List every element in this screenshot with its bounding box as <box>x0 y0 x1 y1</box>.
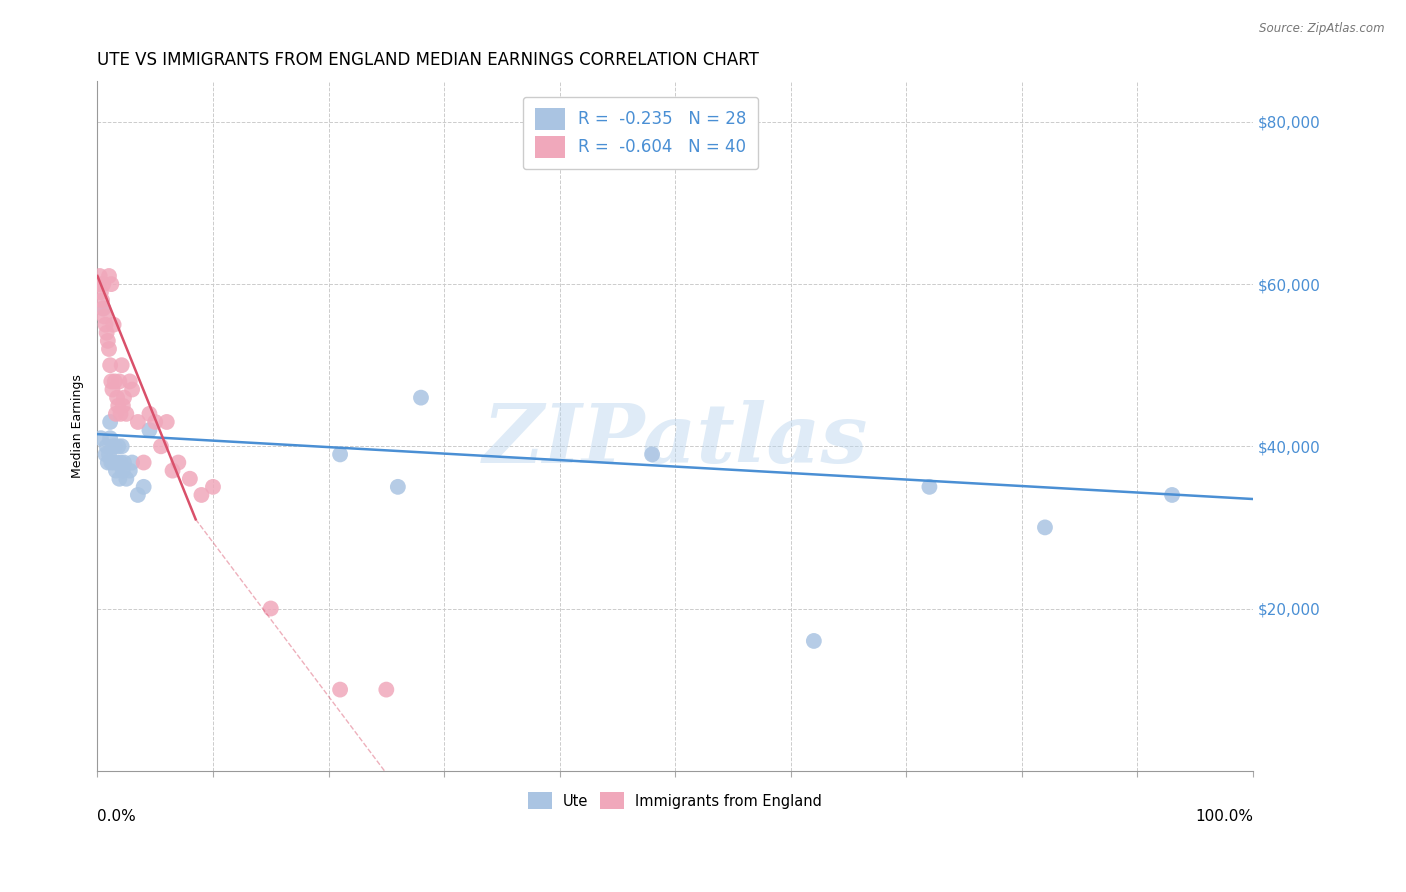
Point <box>110 407 132 421</box>
Point <box>94 447 117 461</box>
Point <box>201 480 224 494</box>
Point <box>112 456 135 470</box>
Point <box>167 456 190 470</box>
Point <box>90 431 112 445</box>
Point <box>101 383 124 397</box>
Point <box>121 383 143 397</box>
Point <box>96 326 118 340</box>
Point <box>127 488 149 502</box>
Point <box>121 456 143 470</box>
Point <box>260 601 283 615</box>
Point <box>118 375 141 389</box>
Point <box>111 464 134 478</box>
Text: ZIPatlas: ZIPatlas <box>482 400 868 480</box>
Point <box>409 391 432 405</box>
Point <box>98 358 121 372</box>
Point <box>138 407 160 421</box>
Point <box>108 472 131 486</box>
Point <box>104 464 127 478</box>
Point <box>111 399 134 413</box>
Point <box>156 415 179 429</box>
Point <box>97 456 120 470</box>
Point <box>98 447 121 461</box>
Point <box>97 334 120 348</box>
Point <box>98 431 121 445</box>
Point <box>112 391 135 405</box>
Point <box>118 464 141 478</box>
Y-axis label: Median Earnings: Median Earnings <box>72 374 84 478</box>
Text: UTE VS IMMIGRANTS FROM ENGLAND MEDIAN EARNINGS CORRELATION CHART: UTE VS IMMIGRANTS FROM ENGLAND MEDIAN EA… <box>97 51 759 69</box>
Point <box>190 488 212 502</box>
Point <box>179 472 201 486</box>
Point <box>91 277 114 291</box>
Point <box>98 268 121 283</box>
Point <box>98 342 121 356</box>
Point <box>803 634 825 648</box>
Point <box>98 415 121 429</box>
Point <box>91 301 114 316</box>
Point <box>108 375 131 389</box>
Point <box>104 375 127 389</box>
Point <box>918 480 941 494</box>
Point <box>107 439 129 453</box>
Point <box>100 456 122 470</box>
Point <box>96 439 118 453</box>
Point <box>103 456 125 470</box>
Point <box>127 415 149 429</box>
Point <box>162 464 184 478</box>
Point <box>132 456 155 470</box>
Text: 100.0%: 100.0% <box>1195 809 1253 823</box>
Point <box>143 415 166 429</box>
Point <box>93 310 115 324</box>
Point <box>115 407 138 421</box>
Point <box>110 456 132 470</box>
Point <box>329 447 352 461</box>
Point <box>132 480 155 494</box>
Point <box>100 277 122 291</box>
Point <box>115 472 138 486</box>
Point <box>375 682 398 697</box>
Point <box>387 480 409 494</box>
Point <box>90 285 112 300</box>
Point <box>111 358 134 372</box>
Point <box>105 456 128 470</box>
Point <box>1161 488 1184 502</box>
Point <box>104 407 127 421</box>
Point <box>91 293 114 308</box>
Point <box>87 277 110 291</box>
Point <box>94 318 117 332</box>
Point <box>91 301 114 316</box>
Text: Source: ZipAtlas.com: Source: ZipAtlas.com <box>1260 22 1385 36</box>
Point <box>103 318 125 332</box>
Legend: Ute, Immigrants from England: Ute, Immigrants from England <box>523 787 828 815</box>
Point <box>329 682 352 697</box>
Point <box>101 439 124 453</box>
Point <box>105 391 128 405</box>
Point <box>104 439 127 453</box>
Point <box>641 447 664 461</box>
Point <box>111 439 134 453</box>
Point <box>138 423 160 437</box>
Point <box>1033 520 1056 534</box>
Text: 0.0%: 0.0% <box>97 809 136 823</box>
Point <box>89 268 111 283</box>
Point <box>150 439 173 453</box>
Point <box>107 399 129 413</box>
Point <box>100 375 122 389</box>
